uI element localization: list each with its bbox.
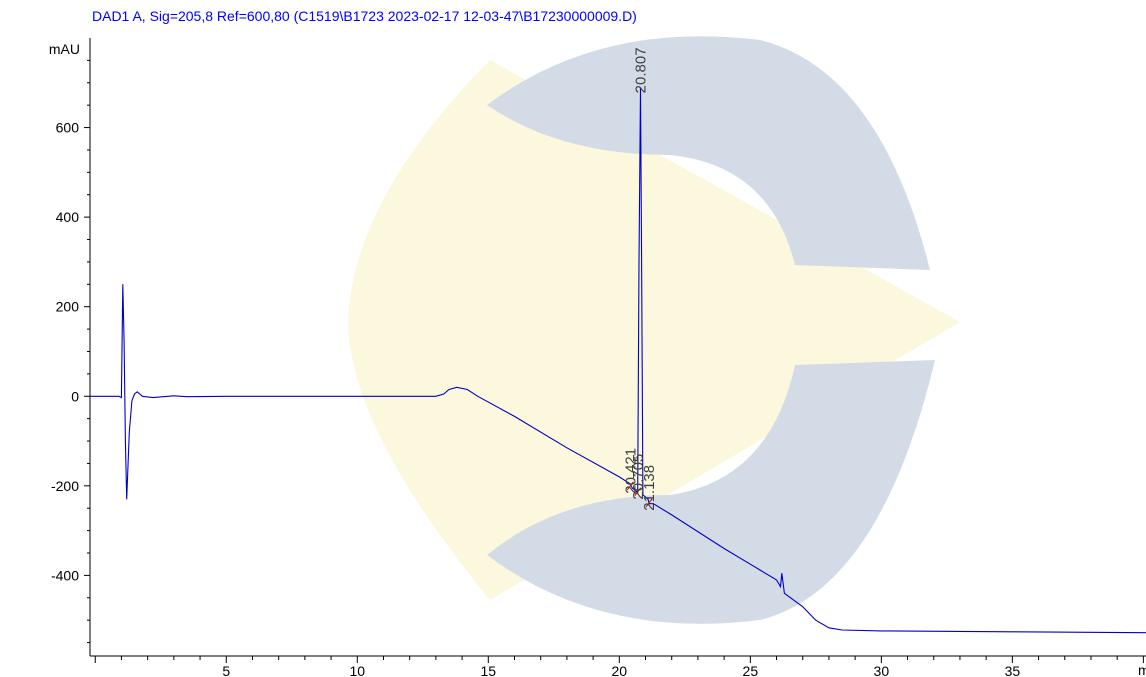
x-tick-label: 10 bbox=[349, 663, 365, 677]
y-tick-label: 0 bbox=[71, 388, 79, 404]
y-tick-label: 600 bbox=[56, 120, 80, 136]
peak-label: 20.421 bbox=[622, 448, 639, 494]
peak-label: 20.807 bbox=[632, 47, 649, 93]
watermark-lower-arc bbox=[487, 360, 935, 624]
chart-title: DAD1 A, Sig=205,8 Ref=600,80 (C1519\B172… bbox=[92, 8, 637, 24]
x-tick-label: 25 bbox=[743, 663, 759, 677]
y-tick-label: -200 bbox=[51, 478, 79, 494]
y-axis-unit-label: mAU bbox=[49, 41, 80, 57]
y-tick-label: -400 bbox=[51, 567, 79, 583]
x-axis-ticks: 5 10 15 20 25 30 35 bbox=[94, 656, 1144, 677]
watermark-upper-arc bbox=[487, 36, 930, 270]
x-tick-label: 30 bbox=[874, 663, 890, 677]
chromatogram-trace bbox=[90, 87, 1146, 634]
peak-marker bbox=[626, 481, 634, 491]
x-tick-label: 35 bbox=[1005, 663, 1021, 677]
watermark-yellow-shape bbox=[348, 60, 960, 600]
peak-marker bbox=[634, 487, 642, 496]
watermark-logo bbox=[348, 36, 960, 624]
x-tick-label: 20 bbox=[612, 663, 628, 677]
x-tick-label: 5 bbox=[222, 663, 230, 677]
peak-label: 20.705 bbox=[630, 454, 647, 500]
x-axis-unit-label: m bbox=[1138, 662, 1146, 677]
y-tick-label: 200 bbox=[56, 299, 80, 315]
peak-markers bbox=[626, 481, 653, 508]
peak-label: 21.138 bbox=[641, 465, 658, 511]
y-axis-ticks: -400 -200 0 200 400 600 bbox=[51, 59, 90, 644]
peak-marker bbox=[645, 498, 653, 508]
y-tick-label: 400 bbox=[56, 209, 80, 225]
x-tick-label: 15 bbox=[481, 663, 497, 677]
